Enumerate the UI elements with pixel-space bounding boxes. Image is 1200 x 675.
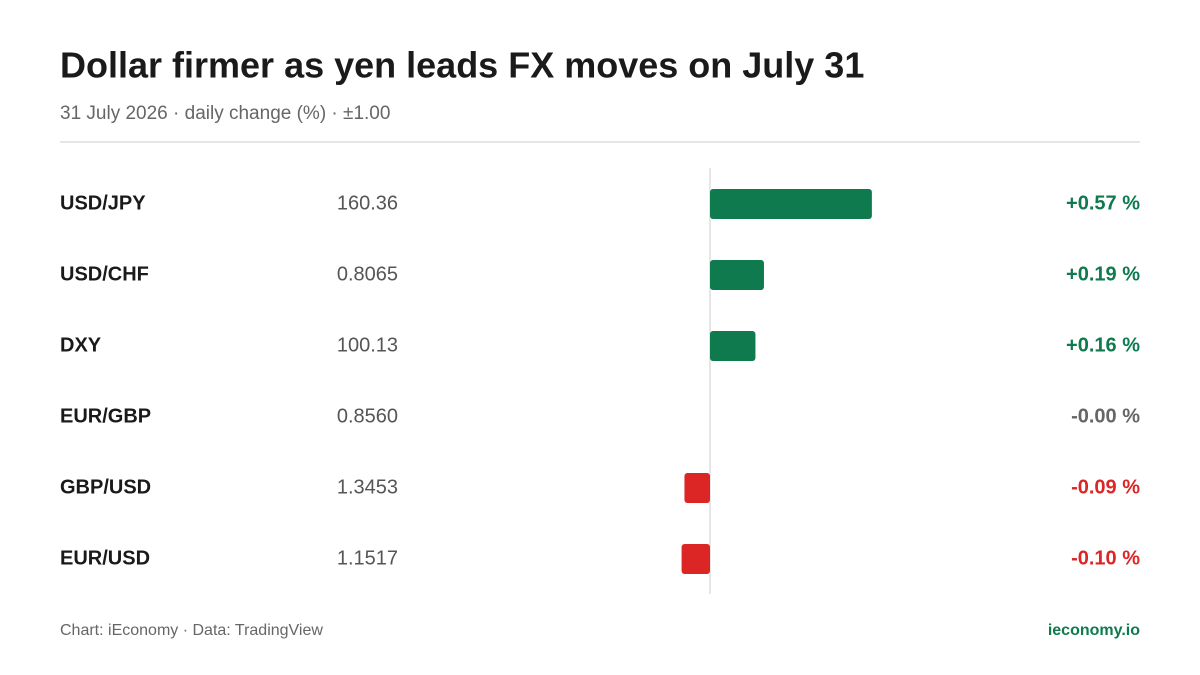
bar [684, 473, 710, 503]
value-label: +0.16 % [1066, 334, 1140, 356]
category-label: USD/JPY [60, 192, 146, 214]
category-label: DXY [60, 334, 102, 356]
price-label: 0.8065 [337, 263, 398, 285]
source-note: Chart: iEconomy · Data: TradingView [60, 622, 323, 639]
price-label: 100.13 [337, 334, 398, 356]
bar [710, 331, 756, 361]
chart-subtitle: 31 July 2026 · daily change (%) · ±1.00 [60, 103, 390, 124]
value-label: -0.10 % [1071, 547, 1140, 569]
chart-title: Dollar firmer as yen leads FX moves on J… [60, 45, 864, 86]
category-label: USD/CHF [60, 263, 149, 285]
category-label: EUR/GBP [60, 405, 151, 427]
category-label: EUR/USD [60, 547, 150, 569]
value-label: +0.57 % [1066, 192, 1140, 214]
value-label: -0.00 % [1071, 405, 1140, 427]
bar [710, 189, 872, 219]
bar [681, 544, 710, 574]
price-label: 0.8560 [337, 405, 398, 427]
bar [710, 260, 764, 290]
value-label: -0.09 % [1071, 476, 1140, 498]
price-label: 160.36 [337, 192, 398, 214]
price-label: 1.3453 [337, 476, 398, 498]
value-label: +0.19 % [1066, 263, 1140, 285]
price-label: 1.1517 [337, 547, 398, 569]
brand: ieconomy.io [1048, 622, 1140, 639]
category-label: GBP/USD [60, 476, 151, 498]
